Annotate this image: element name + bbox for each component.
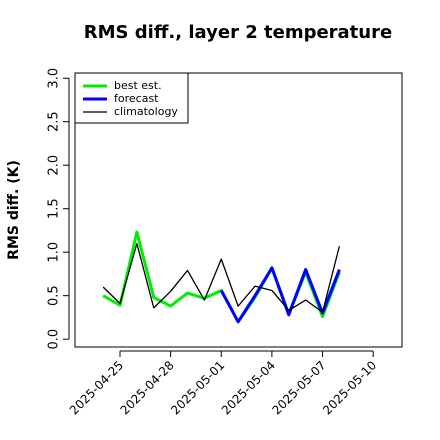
y-tick-label: 0.5 [47, 285, 62, 306]
y-tick-label: 1.0 [47, 242, 62, 263]
x-tick-label: 2025-05-10 [320, 358, 379, 417]
y-tick-label: 2.0 [47, 155, 62, 176]
legend-label: climatology [114, 105, 178, 118]
y-tick-label: 1.5 [47, 198, 62, 219]
series-line [219, 266, 341, 324]
y-tick-label: 2.5 [47, 111, 62, 132]
legend-label: forecast [114, 92, 159, 105]
plot-frame [74, 72, 403, 348]
chart-title: RMS diff., layer 2 temperature [84, 22, 392, 43]
y-axis-label: RMS diff. (K) [6, 160, 22, 260]
series-line [102, 242, 341, 313]
legend-label: best est. [114, 79, 162, 92]
y-tick-label: 3.0 [47, 68, 62, 89]
y-tick-label: 0.0 [47, 329, 62, 350]
